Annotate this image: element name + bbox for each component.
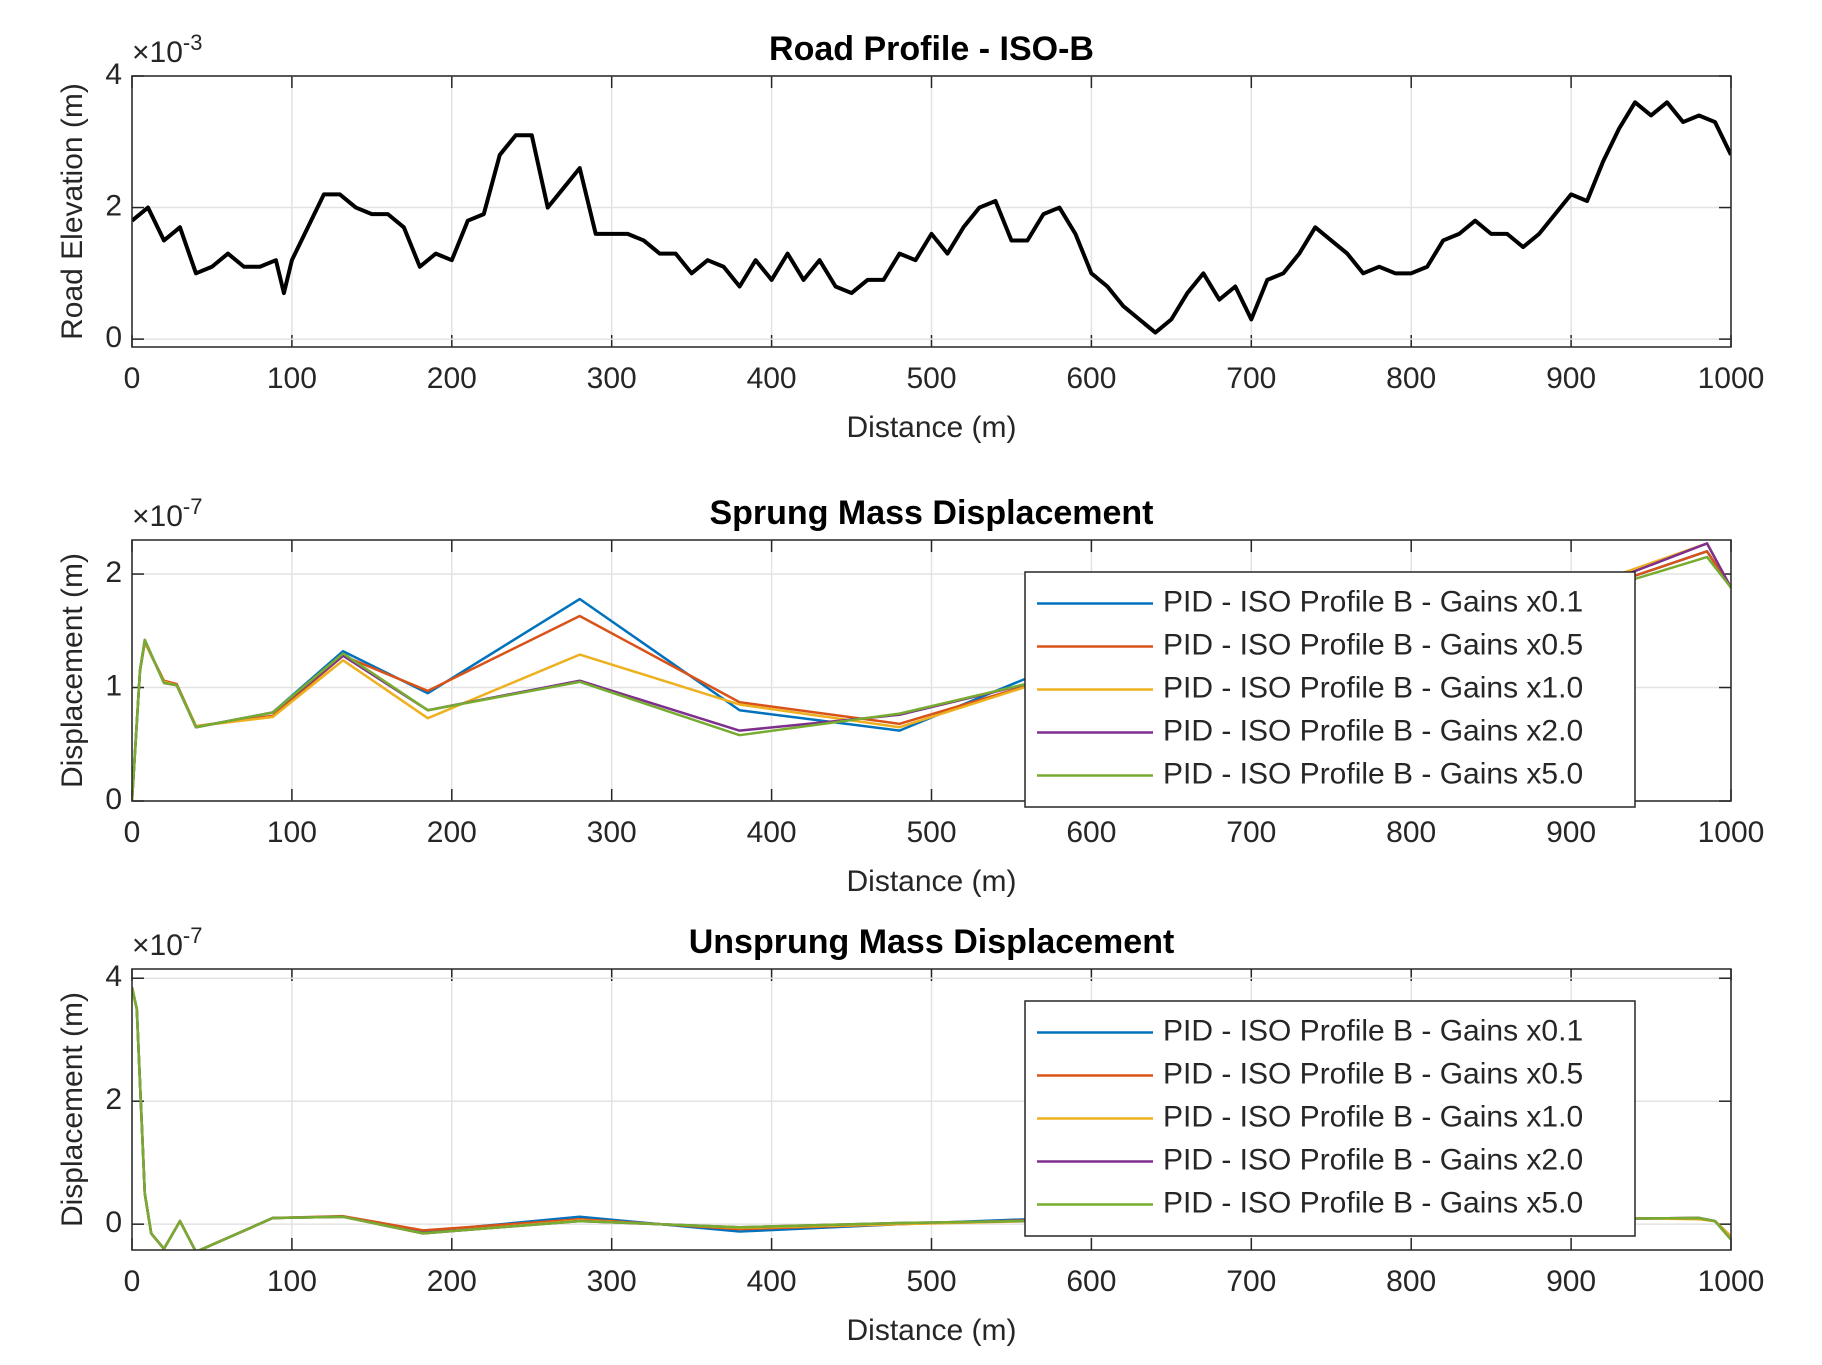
x-tick-label: 500 bbox=[906, 362, 956, 395]
x-tick-label: 0 bbox=[124, 1265, 141, 1298]
x-axis-label: Distance (m) bbox=[846, 411, 1016, 444]
x-axis-label: Distance (m) bbox=[846, 1314, 1016, 1347]
x-tick-label: 100 bbox=[267, 362, 317, 395]
x-tick-label: 300 bbox=[587, 816, 637, 849]
x-tick-label: 400 bbox=[747, 362, 797, 395]
x-tick-label: 400 bbox=[747, 1265, 797, 1298]
x-tick-label: 1000 bbox=[1698, 362, 1765, 395]
x-tick-label: 800 bbox=[1386, 1265, 1436, 1298]
multiplier-base: ×10 bbox=[132, 929, 183, 962]
x-tick-label: 700 bbox=[1226, 362, 1276, 395]
y-tick-label: 2 bbox=[105, 189, 122, 222]
y-tick-label: 0 bbox=[105, 321, 122, 354]
x-tick-label: 300 bbox=[587, 1265, 637, 1298]
legend-label: PID - ISO Profile B - Gains x5.0 bbox=[1163, 1186, 1583, 1219]
x-tick-label: 800 bbox=[1386, 362, 1436, 395]
x-tick-label: 600 bbox=[1066, 816, 1116, 849]
x-tick-label: 200 bbox=[427, 1265, 477, 1298]
multiplier-exponent: -3 bbox=[183, 30, 203, 55]
legend-label: PID - ISO Profile B - Gains x2.0 bbox=[1163, 1143, 1583, 1176]
x-tick-label: 300 bbox=[587, 362, 637, 395]
x-tick-label: 600 bbox=[1066, 1265, 1116, 1298]
x-tick-label: 400 bbox=[747, 816, 797, 849]
y-axis-label: Displacement (m) bbox=[56, 553, 89, 788]
x-tick-label: 0 bbox=[124, 362, 141, 395]
x-tick-label: 100 bbox=[267, 1265, 317, 1298]
y-axis-label: Displacement (m) bbox=[56, 992, 89, 1227]
chart-title: Road Profile - ISO-B bbox=[769, 30, 1094, 68]
legend-label: PID - ISO Profile B - Gains x1.0 bbox=[1163, 671, 1583, 704]
x-tick-label: 900 bbox=[1546, 1265, 1596, 1298]
multiplier-exponent: -7 bbox=[183, 494, 203, 519]
legend-label: PID - ISO Profile B - Gains x0.1 bbox=[1163, 1014, 1583, 1047]
x-tick-label: 500 bbox=[906, 816, 956, 849]
x-tick-label: 1000 bbox=[1698, 816, 1765, 849]
x-tick-label: 100 bbox=[267, 816, 317, 849]
y-tick-label: 0 bbox=[105, 783, 122, 816]
multiplier-base: ×10 bbox=[132, 500, 183, 533]
x-tick-label: 600 bbox=[1066, 362, 1116, 395]
chart-title: Unsprung Mass Displacement bbox=[689, 923, 1175, 961]
y-axis-label: Road Elevation (m) bbox=[56, 83, 89, 340]
legend-label: PID - ISO Profile B - Gains x0.1 bbox=[1163, 585, 1583, 618]
y-tick-label: 4 bbox=[105, 960, 122, 993]
x-tick-label: 1000 bbox=[1698, 1265, 1765, 1298]
axes-box bbox=[131, 968, 1732, 1251]
y-multiplier: ×10-7 bbox=[132, 923, 202, 962]
multiplier-exponent: -7 bbox=[183, 923, 203, 948]
axes-box bbox=[131, 539, 1732, 802]
x-axis-label: Distance (m) bbox=[846, 865, 1016, 898]
multiplier-base: ×10 bbox=[132, 36, 183, 69]
x-tick-label: 0 bbox=[124, 816, 141, 849]
legend-label: PID - ISO Profile B - Gains x0.5 bbox=[1163, 1057, 1583, 1090]
chart-title: Sprung Mass Displacement bbox=[709, 494, 1153, 532]
y-tick-label: 2 bbox=[105, 556, 122, 589]
x-tick-label: 700 bbox=[1226, 1265, 1276, 1298]
x-tick-label: 500 bbox=[906, 1265, 956, 1298]
legend-label: PID - ISO Profile B - Gains x2.0 bbox=[1163, 714, 1583, 747]
x-tick-label: 200 bbox=[427, 362, 477, 395]
y-multiplier: ×10-3 bbox=[132, 30, 202, 69]
data-line bbox=[132, 100, 1731, 335]
y-tick-label: 0 bbox=[105, 1206, 122, 1239]
y-tick-label: 1 bbox=[105, 669, 122, 702]
axes-box bbox=[131, 75, 1732, 348]
legend-label: PID - ISO Profile B - Gains x1.0 bbox=[1163, 1100, 1583, 1133]
y-tick-label: 2 bbox=[105, 1083, 122, 1116]
x-tick-label: 700 bbox=[1226, 816, 1276, 849]
y-multiplier: ×10-7 bbox=[132, 494, 202, 533]
legend-label: PID - ISO Profile B - Gains x0.5 bbox=[1163, 628, 1583, 661]
x-tick-label: 200 bbox=[427, 816, 477, 849]
legend-label: PID - ISO Profile B - Gains x5.0 bbox=[1163, 757, 1583, 790]
x-tick-label: 900 bbox=[1546, 362, 1596, 395]
x-tick-label: 900 bbox=[1546, 816, 1596, 849]
y-tick-label: 4 bbox=[105, 58, 122, 91]
x-tick-label: 800 bbox=[1386, 816, 1436, 849]
